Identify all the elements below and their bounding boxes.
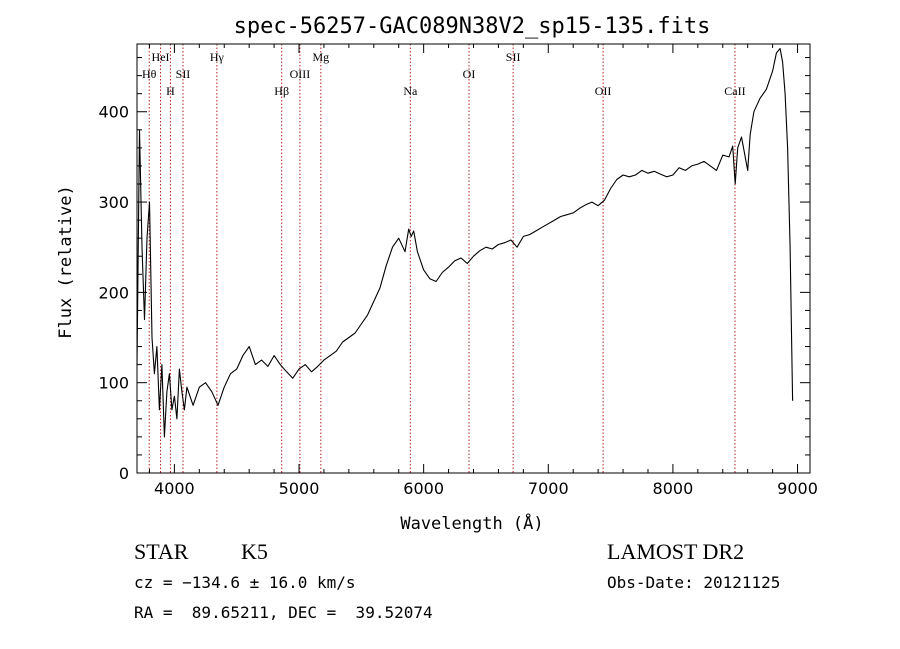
observation-date: Obs-Date: 20121125 bbox=[607, 573, 781, 592]
x-tick-label: 8000 bbox=[653, 479, 694, 498]
x-axis: 4000 5000 6000 7000 8000 9000 bbox=[148, 44, 818, 498]
x-axis-label: Wavelength (Å) bbox=[400, 512, 543, 534]
survey-name: LAMOST DR2 bbox=[607, 539, 745, 564]
y-tick-label: 400 bbox=[98, 103, 129, 122]
line-label: H bbox=[166, 84, 175, 98]
x-tick-label: 5000 bbox=[279, 479, 320, 498]
line-label: OII bbox=[595, 84, 612, 98]
y-tick-label: 200 bbox=[98, 283, 129, 302]
x-tick-label: 4000 bbox=[154, 479, 195, 498]
spectrum-line bbox=[136, 47, 794, 438]
line-label: HeI bbox=[152, 50, 170, 64]
x-tick-label: 6000 bbox=[403, 479, 444, 498]
line-label: OIII bbox=[290, 67, 311, 81]
redshift-velocity: cz = −134.6 ± 16.0 km/s bbox=[134, 573, 356, 592]
y-tick-label: 300 bbox=[98, 193, 129, 212]
object-subclass: K5 bbox=[241, 539, 268, 564]
y-axis-label: Flux (relative) bbox=[56, 185, 76, 339]
y-axis: 0 100 200 300 400 bbox=[98, 57, 810, 483]
line-label: Hβ bbox=[274, 84, 289, 98]
line-label: Hγ bbox=[210, 50, 225, 64]
line-label: Na bbox=[403, 84, 418, 98]
x-tick-label: 9000 bbox=[777, 479, 818, 498]
y-tick-label: 100 bbox=[98, 374, 129, 393]
x-tick-label: 7000 bbox=[528, 479, 569, 498]
line-label: CaII bbox=[724, 84, 745, 98]
spectral-line-markers bbox=[148, 44, 736, 473]
y-tick-label: 0 bbox=[119, 464, 129, 483]
line-label: Hθ bbox=[142, 67, 157, 81]
line-label: Mg bbox=[312, 50, 329, 64]
plot-frame bbox=[136, 43, 811, 474]
line-label: SII bbox=[176, 67, 191, 81]
chart-title: spec-56257-GAC089N38V2_sp15-135.fits bbox=[234, 14, 711, 39]
line-label: SII bbox=[506, 50, 521, 64]
object-class: STAR bbox=[134, 539, 189, 564]
line-label: OI bbox=[463, 67, 476, 81]
sky-coordinates: RA = 89.65211, DEC = 39.52074 bbox=[134, 603, 433, 622]
